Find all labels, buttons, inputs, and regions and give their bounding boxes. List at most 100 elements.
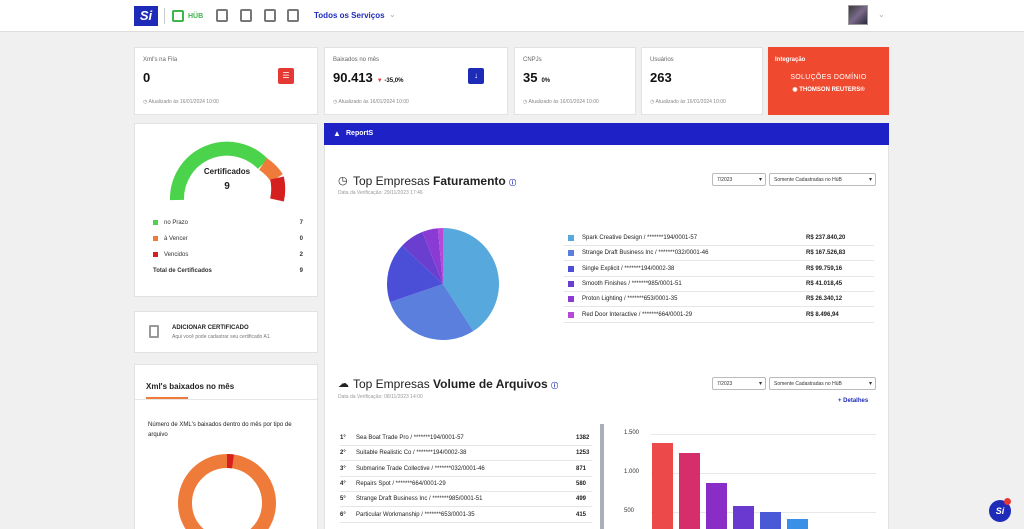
app-icon-2[interactable] bbox=[240, 9, 252, 22]
legend-row: no Prazo 7 bbox=[153, 220, 303, 226]
legend-swatch bbox=[153, 252, 158, 257]
chart-bar bbox=[760, 512, 781, 529]
add-certificate-subtitle: Aqui você pode cadastrar seu certificado… bbox=[172, 334, 271, 340]
file-count: 415 bbox=[576, 511, 587, 518]
rank: 3° bbox=[340, 465, 346, 472]
clock-icon: ◷ bbox=[338, 175, 348, 187]
si-logo[interactable]: Si bbox=[134, 6, 158, 26]
stat-updated: ◷ Atualizado às 16/01/2024 10:00 bbox=[650, 99, 726, 105]
chart-bar bbox=[733, 505, 754, 529]
list-item: Smooth Finishes / *******985/0001-51 R$ 4… bbox=[564, 277, 874, 292]
document-icon bbox=[149, 325, 159, 338]
stat-card-queue: Xml's na Fila 0 ☰ ◷ Atualizado às 16/01/… bbox=[134, 47, 318, 115]
file-count: 499 bbox=[576, 496, 587, 503]
rank: 1° bbox=[340, 435, 346, 441]
list-item: Red Door Interactive / *******664/0001-2… bbox=[564, 308, 874, 323]
rank: 6° bbox=[340, 511, 346, 518]
company-name: Red Door Interactive / *******664/0001-2… bbox=[582, 311, 693, 318]
integration-brand: SOLUÇÕES DOMÍNIO bbox=[790, 74, 867, 81]
reports-header: ▲ ReportS bbox=[324, 123, 889, 145]
faturamento-pie-chart bbox=[387, 228, 499, 340]
table-row: 2° Suitable Realistic Co / *******194/000… bbox=[340, 446, 592, 462]
scrollbar[interactable] bbox=[600, 424, 604, 529]
add-certificate-card[interactable]: ADICIONAR CERTIFICADO Aqui você pode cad… bbox=[134, 311, 318, 353]
hub-link[interactable]: HÜB bbox=[172, 9, 203, 23]
period-select[interactable]: 7/2023 ▾ bbox=[712, 173, 766, 186]
info-icon[interactable]: ⓘ bbox=[509, 180, 517, 187]
filter-select[interactable]: Somente Cadastradas no HüB ▾ bbox=[769, 173, 876, 186]
hub-label: HÜB bbox=[188, 12, 204, 20]
integration-title: Integração bbox=[775, 57, 806, 63]
file-count: 1253 bbox=[576, 450, 590, 457]
stat-value: 90.413 ▼ -35,0% bbox=[333, 70, 404, 85]
stat-card-downloaded: Baixados no mês 90.413 ▼ -35,0% ↓ ◷ Atual… bbox=[324, 47, 508, 115]
company-name: Strange Draft Business Inc / *******985/… bbox=[356, 496, 483, 503]
file-count: 580 bbox=[576, 480, 587, 487]
table-row: 4° Repairs Spot / *******664/0001-29 580 bbox=[340, 477, 592, 492]
stat-value: 35 0% bbox=[523, 70, 551, 85]
stat-value: 0 bbox=[143, 70, 151, 85]
download-icon[interactable]: ↓ bbox=[468, 68, 484, 84]
stat-label: CNPJs bbox=[523, 57, 542, 63]
stat-delta: 0% bbox=[541, 78, 551, 84]
add-certificate-title: ADICIONAR CERTIFICADO bbox=[172, 325, 249, 331]
table-row: 1° Sea Boat Trade Pro / *******194/0001-5… bbox=[340, 431, 592, 446]
pie-slice bbox=[389, 284, 474, 340]
list-item: Spark Creative Design / *******194/0001-… bbox=[564, 231, 874, 246]
stat-card-users: Usuários 263 ◷ Atualizado às 16/01/2024 … bbox=[641, 47, 763, 115]
pie-slice bbox=[422, 228, 443, 284]
details-link[interactable]: + Detalhes bbox=[838, 398, 869, 404]
certificates-card: Certificados 9 no Prazo 7 à Vencer 0 Ven… bbox=[134, 123, 318, 297]
chevron-down-icon[interactable]: ⌄ bbox=[878, 10, 885, 19]
pie-slice bbox=[402, 231, 443, 284]
app-icon-1[interactable] bbox=[216, 9, 228, 22]
donut-ring bbox=[178, 454, 276, 529]
company-revenue: R$ 8.496,94 bbox=[806, 311, 839, 318]
pie-slice bbox=[437, 228, 443, 284]
gauge-expired bbox=[270, 176, 286, 202]
all-services-menu[interactable]: Todos os Serviços bbox=[314, 11, 385, 20]
title-underline bbox=[146, 397, 188, 399]
certificates-total: 9 bbox=[224, 181, 230, 192]
chart-bar bbox=[706, 483, 727, 529]
integration-brand-sub: ◉ THOMSON REUTERS® bbox=[792, 87, 865, 93]
chevron-down-icon[interactable]: ⌄ bbox=[389, 10, 396, 19]
info-icon[interactable]: ⓘ bbox=[551, 383, 559, 390]
legend-row: à Vencer 0 bbox=[153, 236, 303, 242]
volume-title: Top Empresas Volume de Arquivos ⓘ bbox=[353, 377, 559, 391]
file-count: 871 bbox=[576, 465, 587, 472]
company-name: Suitable Realistic Co / *******194/0002-… bbox=[356, 450, 467, 457]
table-row: 6° Particular Workmanship / *******653/00… bbox=[340, 508, 592, 523]
legend-swatch bbox=[568, 235, 574, 241]
legend-swatch bbox=[568, 280, 574, 287]
filter-select[interactable]: Somente Cadastradas no HüB ▾ bbox=[769, 377, 876, 390]
divider bbox=[135, 399, 319, 400]
app-icon-3[interactable] bbox=[264, 9, 276, 22]
file-count: 1382 bbox=[576, 435, 590, 441]
y-tick-label: 500 bbox=[624, 508, 635, 514]
volume-date: Data da Verificação: 08/11/2023 14:00 bbox=[338, 394, 423, 400]
list-icon[interactable]: ☰ bbox=[278, 68, 294, 84]
pie-slice bbox=[387, 245, 443, 303]
stat-card-cnpjs: CNPJs 35 0% ◷ Atualizado às 16/01/2024 10… bbox=[514, 47, 636, 115]
chart-bar bbox=[652, 443, 673, 529]
stat-label: Baixados no mês bbox=[333, 57, 380, 63]
list-item: Single Explicit / *******194/0002-38 R$ 9… bbox=[564, 262, 874, 277]
cloud-download-icon: ☁ bbox=[338, 378, 349, 390]
y-tick-label: 1.000 bbox=[624, 469, 640, 475]
avatar[interactable] bbox=[848, 5, 868, 25]
company-revenue: R$ 99.759,16 bbox=[806, 265, 843, 272]
company-name: Spark Creative Design / *******194/0001-… bbox=[582, 235, 698, 241]
period-select[interactable]: 7/2023 ▾ bbox=[712, 377, 766, 390]
company-revenue: R$ 26.340,12 bbox=[806, 296, 843, 303]
rank: 5° bbox=[340, 496, 346, 503]
integration-card[interactable]: Integração SOLUÇÕES DOMÍNIO ◉ THOMSON RE… bbox=[768, 47, 889, 115]
rank: 2° bbox=[340, 450, 346, 457]
app-icon-4[interactable] bbox=[287, 9, 299, 22]
xml-month-card: Xml's baixados no mês Número de XML's ba… bbox=[134, 364, 319, 529]
stat-label: Usuários bbox=[650, 57, 674, 63]
chat-button[interactable]: Si bbox=[989, 500, 1011, 522]
legend-row: Vencidos 2 bbox=[153, 252, 303, 258]
stat-updated: ◷ Atualizado às 16/01/2024 10:00 bbox=[523, 99, 599, 105]
gridline bbox=[651, 434, 876, 435]
